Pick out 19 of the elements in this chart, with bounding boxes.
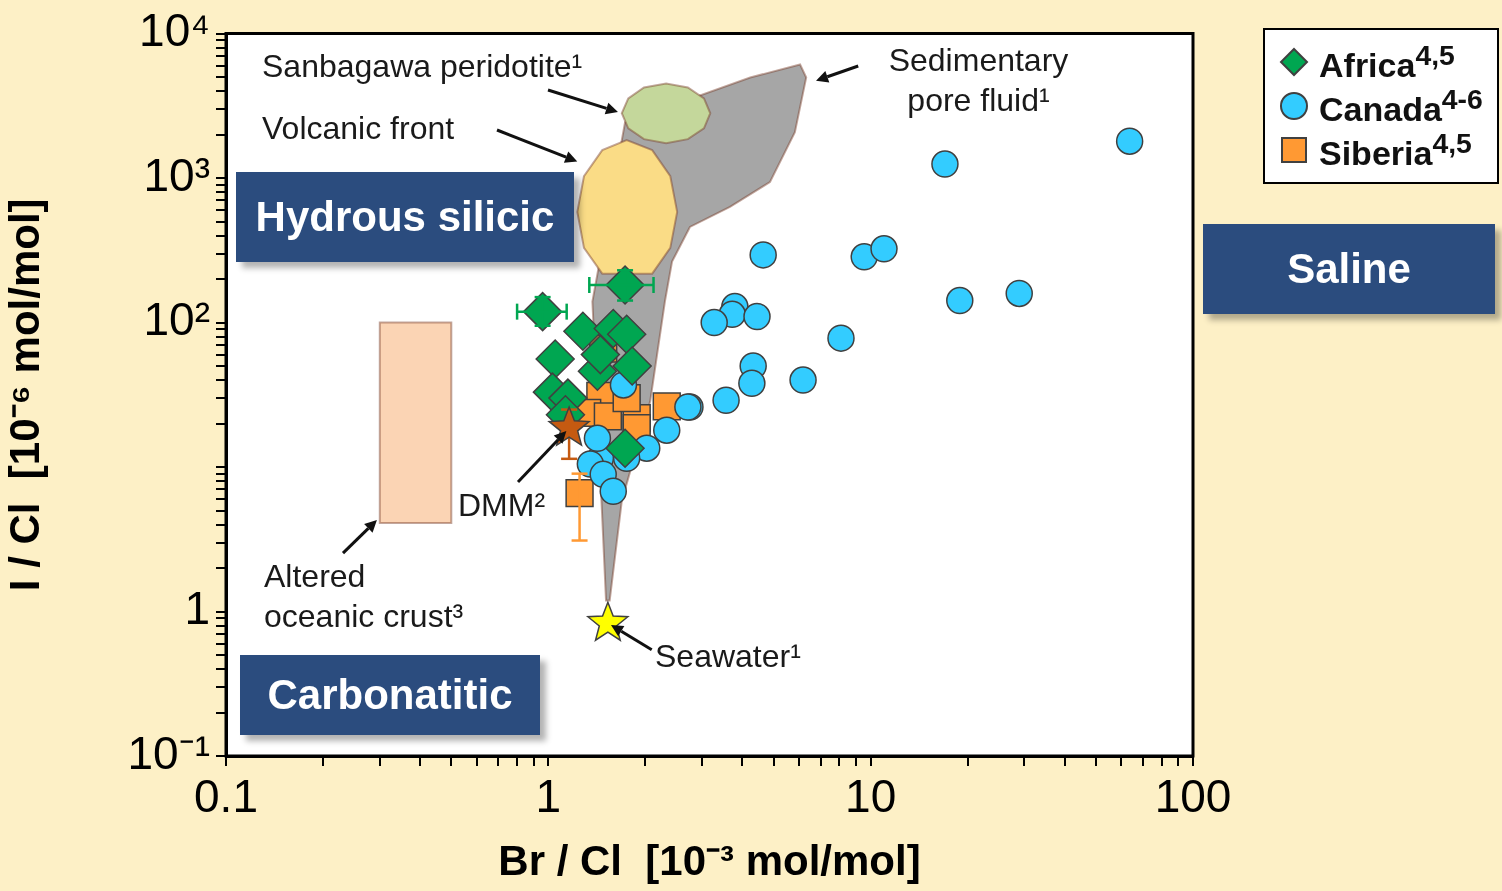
y-tick-label: 1 — [184, 582, 210, 635]
annotation: Hydrous silicic — [236, 172, 574, 262]
y-tick-label: 10² — [143, 293, 210, 346]
y-tick-label: 10⁴ — [139, 4, 210, 57]
annotation: DMM² — [458, 486, 546, 525]
y-axis-title: I / Cl [10⁻⁶ mol/mol] — [0, 198, 48, 592]
y-tick-label: 10³ — [143, 148, 210, 201]
x-tick-label: 1 — [535, 770, 562, 823]
legend-label: Africa$^{4,5}$ — [1319, 38, 1455, 85]
annotation: Sedimentary pore fluid¹ — [887, 41, 1070, 120]
annotation: Volcanic front — [262, 109, 455, 148]
x-axis-title: Br / Cl [10⁻³ mol/mol] — [498, 837, 921, 885]
x-tick-label: 10 — [845, 770, 897, 823]
text: Saline — [1203, 224, 1495, 314]
annotation: Sanbagawa peridotite¹ — [262, 47, 583, 86]
annotation: Seawater¹ — [655, 637, 801, 676]
annotation: Altered oceanic crust³ — [264, 557, 465, 636]
x-tick-label: 100 — [1154, 770, 1232, 823]
annotation: Carbonatitic — [240, 655, 540, 735]
